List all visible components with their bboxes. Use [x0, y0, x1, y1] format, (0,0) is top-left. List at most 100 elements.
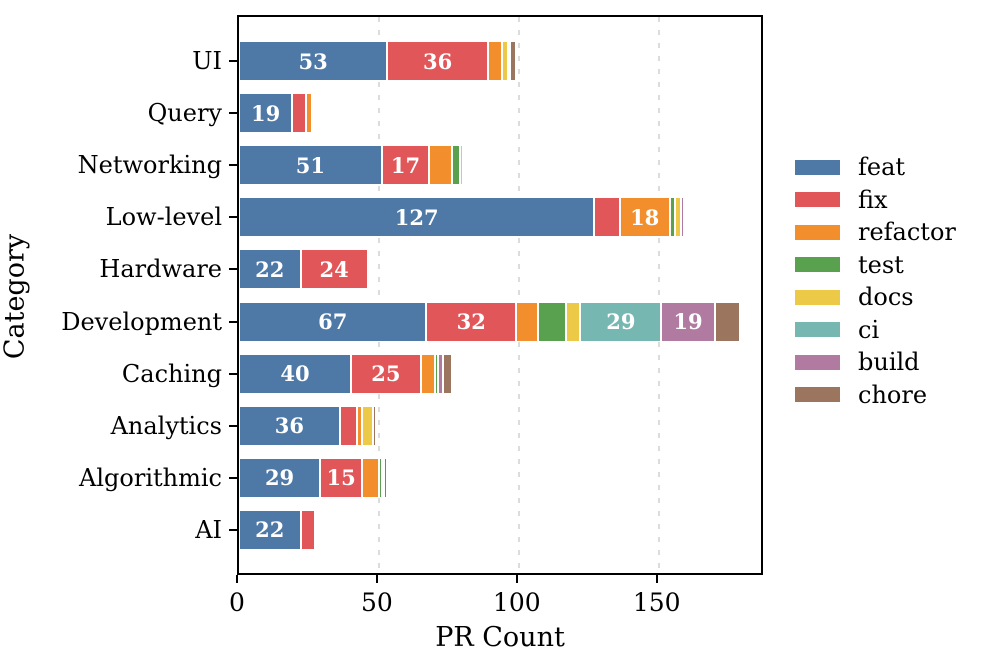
- bar-segment-docs: [460, 145, 463, 186]
- bar-segment-refactor: [306, 93, 312, 134]
- bar-segment-feat: 51: [239, 145, 382, 186]
- bar-segment-docs: [381, 457, 385, 498]
- y-tick: [229, 216, 237, 219]
- legend-swatch-build: [795, 354, 840, 370]
- legend-item-feat: feat: [795, 151, 956, 184]
- bar-value-label: 15: [326, 465, 356, 491]
- legend-item-build: build: [795, 346, 956, 379]
- bar-segment-fix: 36: [387, 41, 488, 81]
- bar-segment-docs: [566, 301, 581, 342]
- legend: feat fix refactor test docs ci build chore: [795, 151, 956, 411]
- bar-segment-fix: 24: [300, 249, 368, 290]
- bar-value-label: 67: [318, 309, 348, 334]
- y-tick: [229, 60, 237, 62]
- bar-segment-refactor: [515, 301, 539, 342]
- bar-segment-fix: [594, 197, 620, 238]
- bar-segment-fix: 17: [381, 145, 430, 186]
- bar-value-label: 24: [319, 256, 349, 282]
- legend-item-refactor: refactor: [795, 216, 956, 249]
- bar-row-analytics: 36: [239, 405, 761, 446]
- bar-segment-feat: 127: [239, 197, 595, 238]
- bar-segment-refactor: 18: [619, 197, 670, 238]
- bar-value-label: 29: [264, 465, 295, 491]
- bar-segment-build: [681, 197, 684, 238]
- bar-value-label: 19: [250, 100, 281, 126]
- legend-swatch-test: [795, 257, 840, 273]
- x-tick: [236, 575, 238, 583]
- bar-value-label: 22: [255, 256, 285, 282]
- bar-segment-chore: [373, 405, 377, 446]
- y-tick: [229, 372, 237, 375]
- bar-row-query: 19: [239, 93, 761, 134]
- category-label-low-level: Low-level: [105, 203, 222, 232]
- bar-value-label: 22: [255, 517, 285, 543]
- bar-segment-docs: [314, 509, 318, 550]
- y-tick: [229, 320, 237, 323]
- bar-row-algorithmic: 29 15: [239, 457, 761, 498]
- bar-segment-test: [378, 457, 382, 498]
- category-label-caching: Caching: [121, 359, 222, 388]
- bar-value-label: 25: [371, 361, 401, 387]
- x-tick-label-150: 150: [632, 588, 681, 617]
- bar-segment-build: [437, 353, 444, 394]
- legend-label-chore: chore: [858, 380, 928, 409]
- bar-value-label: 127: [394, 204, 439, 230]
- x-tick: [375, 575, 378, 583]
- bar-row-ai: 22: [239, 509, 761, 550]
- legend-label-test: test: [858, 250, 904, 279]
- category-label-algorithmic: Algorithmic: [79, 463, 222, 492]
- bar-segment-feat: 22: [239, 249, 301, 290]
- bar-value-label: 19: [673, 309, 703, 334]
- bar-row-ui: 53 36: [239, 41, 761, 81]
- bar-segment-docs: [362, 405, 374, 446]
- category-label-query: Query: [147, 99, 222, 128]
- legend-item-docs: docs: [795, 281, 956, 314]
- legend-swatch-docs: [795, 289, 840, 305]
- legend-label-docs: docs: [858, 283, 914, 312]
- bar-row-caching: 40 25: [239, 353, 761, 394]
- bar-segment-fix: 15: [320, 457, 363, 498]
- category-label-networking: Networking: [77, 151, 222, 180]
- bar-row-low-level: 127 18: [239, 197, 761, 238]
- category-label-ai: AI: [195, 515, 222, 544]
- bar-value-label: 36: [274, 413, 304, 439]
- x-axis-title: PR Count: [435, 622, 565, 653]
- bar-segment-refactor: [367, 249, 371, 290]
- category-label-ui: UI: [192, 47, 222, 75]
- bar-segment-docs: [502, 41, 508, 81]
- legend-item-ci: ci: [795, 314, 956, 347]
- bar-row-networking: 51 17: [239, 145, 761, 186]
- x-tick-label-100: 100: [492, 588, 541, 617]
- bar-segment-test: [669, 197, 676, 238]
- bar-segment-chore: [714, 301, 740, 342]
- bar-value-label: 18: [630, 204, 660, 230]
- bar-segment-build: [507, 41, 511, 81]
- bar-segment-feat: 29: [239, 457, 321, 498]
- bar-value-label: 51: [295, 152, 325, 178]
- bar-segment-test: [538, 301, 567, 342]
- bar-segment-refactor: [356, 405, 363, 446]
- legend-item-chore: chore: [795, 379, 956, 412]
- bar-segment-docs: [675, 197, 682, 238]
- legend-item-test: test: [795, 249, 956, 282]
- bar-segment-refactor: [429, 145, 452, 186]
- bar-segment-feat: 67: [239, 301, 427, 342]
- bar-value-label: 36: [423, 48, 453, 74]
- bar-segment-feat: 53: [239, 41, 388, 81]
- legend-label-build: build: [858, 348, 920, 377]
- bar-row-development: 67 32 29 19: [239, 301, 761, 342]
- bar-segment-feat: 19: [239, 93, 293, 134]
- gridline-x-150: [657, 17, 660, 573]
- bar-row-hardware: 22 24: [239, 249, 761, 290]
- bar-value-label: 32: [456, 309, 486, 334]
- legend-label-fix: fix: [858, 185, 888, 214]
- x-tick-label-50: 50: [360, 588, 393, 617]
- bar-segment-fix: [292, 93, 307, 134]
- bar-segment-feat: 36: [239, 405, 340, 446]
- plot-area: 53 36 19 51 17 127 18 22 24 67 32 29 19 40 25 36 29 15 22: [237, 15, 763, 575]
- bar-segment-refactor: [488, 41, 502, 81]
- y-tick: [229, 528, 237, 531]
- bar-segment-test: [434, 353, 438, 394]
- legend-swatch-feat: [795, 159, 840, 175]
